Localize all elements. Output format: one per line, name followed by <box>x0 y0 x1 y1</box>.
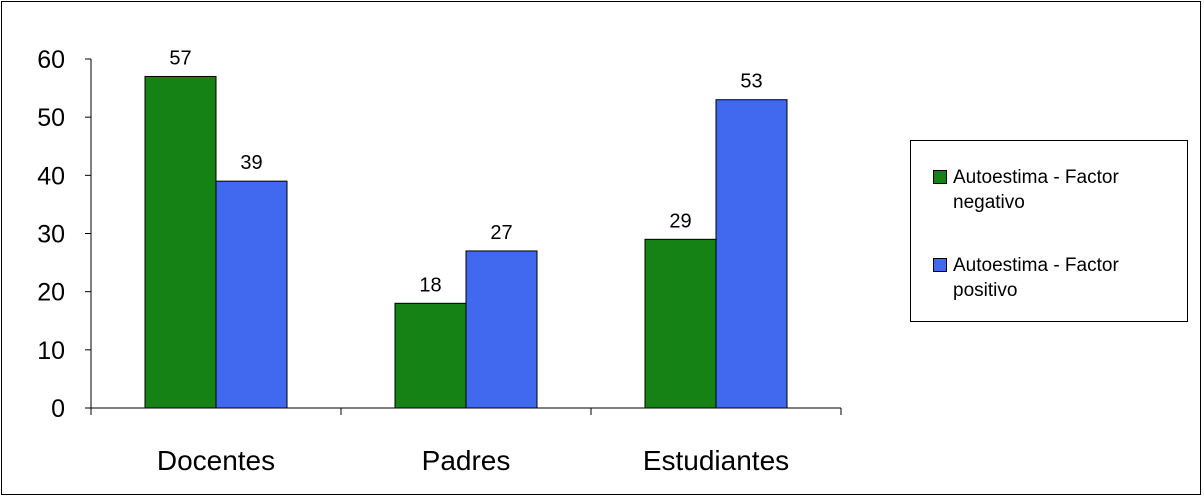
y-tick-label: 60 <box>37 46 65 74</box>
legend-item-positivo: Autoestima - Factor positivo <box>933 253 1173 303</box>
category-label: Docentes <box>157 445 275 476</box>
y-tick-label: 0 <box>51 395 65 423</box>
y-tick-label: 10 <box>37 337 65 365</box>
bar <box>715 99 788 409</box>
data-label: 18 <box>419 274 441 296</box>
bar <box>465 250 538 409</box>
data-label: 29 <box>669 210 691 232</box>
legend-label-negativo: Autoestima - Factor negativo <box>953 167 1119 213</box>
category-label: Padres <box>422 445 511 476</box>
category-label: Estudiantes <box>643 445 789 476</box>
data-label: 39 <box>240 152 262 174</box>
y-tick-label: 20 <box>37 279 65 307</box>
bar <box>215 180 288 409</box>
bar <box>394 302 467 409</box>
legend-item-negativo: Autoestima - Factor negativo <box>933 165 1173 215</box>
data-label: 57 <box>169 47 191 69</box>
legend-swatch-negativo <box>933 170 947 184</box>
data-label: 53 <box>740 71 762 93</box>
bar <box>644 238 717 409</box>
y-tick-label: 40 <box>37 162 65 190</box>
y-tick-label: 50 <box>37 104 65 132</box>
data-label: 27 <box>490 222 512 244</box>
legend-label-positivo: Autoestima - Factor positivo <box>953 255 1119 301</box>
bar <box>144 75 217 409</box>
y-tick-label: 30 <box>37 221 65 249</box>
legend: Autoestima - Factor negativo Autoestima … <box>910 140 1188 322</box>
legend-swatch-positivo <box>933 258 947 272</box>
